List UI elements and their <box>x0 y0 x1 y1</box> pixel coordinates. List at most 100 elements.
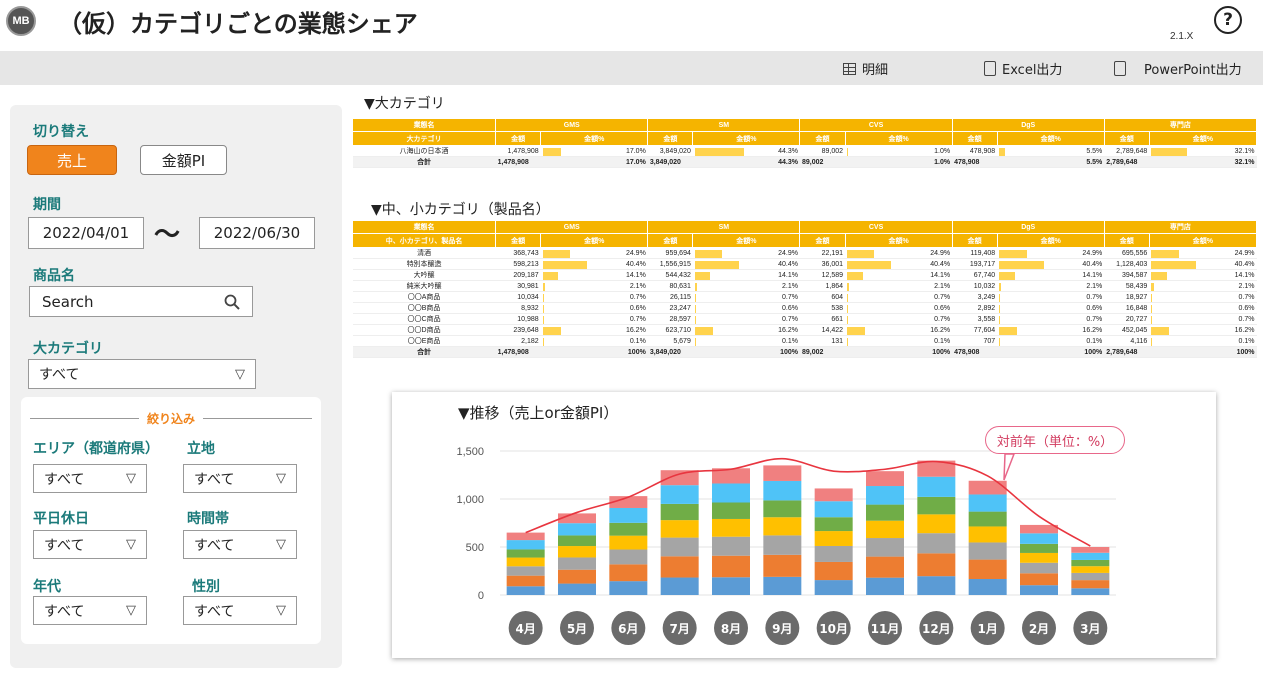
weekday-select[interactable]: すべて ▽ <box>33 530 147 559</box>
pct-value: 0.6% <box>782 304 798 312</box>
format-header: 専門店 <box>1103 118 1258 132</box>
table-row: 〇〇E商品 2,182 0.1% 5,679 0.1% 131 0.1% 707 0.1% 4,1… <box>352 335 1257 347</box>
age-select[interactable]: すべて ▽ <box>33 596 147 625</box>
area-label: エリア（都道府県） <box>33 441 159 457</box>
amount-pct-header: 金額% <box>996 233 1105 248</box>
total-amount: 1,478,908 <box>495 156 541 168</box>
app-logo: MB <box>6 6 36 36</box>
chevron-down-icon: ▽ <box>126 471 136 486</box>
format-header: GMS <box>495 118 649 132</box>
pct-cell: 0.1% <box>997 335 1105 347</box>
pct-cell: 0.1% <box>692 335 800 347</box>
bar-segment <box>1020 585 1058 595</box>
pct-cell: 40.4% <box>845 258 953 270</box>
amount-pi-toggle-button[interactable]: 金額PI <box>140 145 227 175</box>
pct-bar <box>847 305 848 313</box>
pct-value: 2.1% <box>629 282 646 290</box>
bar-segment <box>506 540 545 550</box>
pct-cell: 0.7% <box>997 313 1105 325</box>
pct-bar <box>999 283 1002 291</box>
amount-pct-header: 金額% <box>540 131 649 146</box>
bar-segment <box>609 564 648 582</box>
pct-cell: 0.6% <box>845 302 953 314</box>
bar-segment <box>558 583 596 595</box>
pct-value: 5.5% <box>1086 147 1103 155</box>
pct-cell: 40.4% <box>997 258 1105 270</box>
pct-cell: 24.9% <box>692 247 800 259</box>
amount-cell: 394,587 <box>1104 269 1150 281</box>
gender-select[interactable]: すべて ▽ <box>183 596 297 625</box>
pct-cell: 0.1% <box>1149 335 1257 347</box>
location-select[interactable]: すべて ▽ <box>183 464 297 493</box>
x-tick-label: 11月 <box>871 622 900 636</box>
amount-cell: 22,191 <box>799 247 846 259</box>
pct-bar <box>999 316 1000 324</box>
powerpoint-export-button[interactable]: PowerPoint出力 <box>1114 59 1242 78</box>
excel-export-button[interactable]: Excel出力 <box>984 59 1062 78</box>
bar-segment <box>609 496 648 508</box>
pct-bar <box>694 305 696 313</box>
product-search-input[interactable]: Search <box>29 286 253 317</box>
time-select[interactable]: すべて ▽ <box>183 530 297 559</box>
row-name: 〇〇D商品 <box>352 324 496 336</box>
pct-value: 0.7% <box>629 293 646 301</box>
bar-segment <box>968 480 1007 495</box>
category-select[interactable]: すべて ▽ <box>28 359 256 389</box>
pct-value: 0.7% <box>1086 315 1103 323</box>
pct-bar <box>999 250 1027 258</box>
search-icon[interactable] <box>224 294 240 310</box>
amount-cell: 30,981 <box>495 280 541 292</box>
bar-segment <box>763 500 802 518</box>
area-select[interactable]: すべて ▽ <box>33 464 147 493</box>
sales-toggle-button[interactable]: 売上 <box>27 145 117 175</box>
pct-bar <box>542 316 544 324</box>
pct-value: 0.7% <box>934 315 951 323</box>
bar-segment <box>866 520 904 539</box>
amount-cell: 193,717 <box>952 258 998 270</box>
pct-value: 16.2% <box>930 326 951 334</box>
pct-value: 32.1% <box>1234 147 1255 155</box>
pct-bar <box>1151 261 1196 269</box>
bar-segment <box>763 576 802 595</box>
x-tick-label: 1月 <box>977 622 997 636</box>
amount-cell: 131 <box>799 335 846 347</box>
table-row: 清酒 368,743 24.9% 959,694 24.9% 22,191 24.9% 119… <box>352 247 1257 259</box>
chevron-down-icon: ▽ <box>276 537 286 552</box>
pct-bar <box>694 261 740 269</box>
pct-value: 0.7% <box>782 293 798 301</box>
help-icon[interactable]: ? <box>1214 6 1242 34</box>
amount-cell: 28,597 <box>647 313 693 325</box>
time-label: 時間帯 <box>187 511 229 527</box>
bar-segment <box>866 577 904 595</box>
total-pct: 1.0% <box>845 156 953 168</box>
amount-cell: 18,927 <box>1104 291 1150 303</box>
detail-button[interactable]: 明細 <box>843 59 888 78</box>
pct-cell: 40.4% <box>540 258 648 270</box>
pct-value: 0.1% <box>782 337 798 345</box>
total-pct: 32.1% <box>1149 156 1257 168</box>
bar-segment <box>558 535 596 547</box>
date-to-input[interactable]: 2022/06/30 <box>199 217 315 249</box>
pct-cell: 0.7% <box>997 291 1105 303</box>
pct-value: 24.9% <box>778 249 798 257</box>
pct-value: 24.9% <box>1082 249 1103 257</box>
amount-cell: 368,743 <box>495 247 541 259</box>
total-label: 合計 <box>352 346 496 358</box>
pct-cell: 1.0% <box>845 145 953 157</box>
row-name: 八海山の日本酒 <box>352 145 496 157</box>
yoy-annotation: 対前年（単位：%） <box>985 426 1125 454</box>
pct-value: 0.6% <box>1238 304 1255 312</box>
bar-segment <box>712 555 750 578</box>
pct-bar <box>1151 250 1179 258</box>
date-from-input[interactable]: 2022/04/01 <box>28 217 144 249</box>
detail-label: 明細 <box>862 63 889 78</box>
amount-header: 金額 <box>951 131 998 146</box>
chevron-down-icon: ▽ <box>126 603 136 618</box>
month-badge <box>662 611 697 645</box>
period-tilde: 〜 <box>154 220 181 250</box>
pct-bar <box>999 261 1044 269</box>
amount-header: 金額 <box>1103 131 1150 146</box>
weekday-value: すべて <box>44 537 85 554</box>
location-value: すべて <box>194 471 235 488</box>
table-row: 八海山の日本酒 1,478,908 17.0% 3,849,020 44.3% 89,00… <box>352 145 1257 157</box>
